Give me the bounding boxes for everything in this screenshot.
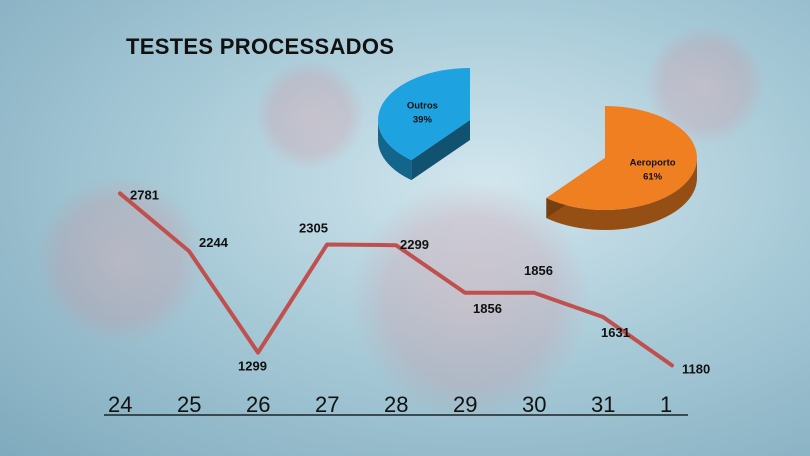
data-label: 1856 [473,301,502,316]
pie-slice-aeroporto [546,106,697,231]
data-label: 1180 [682,361,710,376]
series-line [118,191,674,368]
x-tick-label: 26 [246,392,270,417]
pie-slice-outros [378,68,470,181]
data-label: 2781 [130,187,159,202]
x-tick-label: 24 [108,392,132,417]
pie-label-name: Outros [407,100,438,111]
x-tick-label: 31 [591,392,615,417]
x-tick-label: 29 [453,392,477,417]
data-label: 1299 [238,359,267,374]
pie-label-percent: 39% [413,114,433,125]
pie-label-name: Aeroporto [630,158,676,169]
x-tick-label: 28 [384,392,408,417]
x-tick-label: 1 [660,392,672,417]
x-tick-label: 30 [522,392,546,417]
data-label: 2299 [400,237,429,252]
x-tick-label: 27 [315,392,339,417]
data-label: 2305 [299,221,328,236]
data-label: 1631 [601,325,630,340]
data-label: 1856 [524,263,553,278]
pie-chart: Aeroporto 61% Outros 39% [378,68,697,231]
data-label: 2244 [199,235,229,250]
chart-title: TESTES PROCESSADOS [126,34,395,59]
pie-label-percent: 61% [643,172,663,183]
x-tick-label: 25 [177,392,201,417]
